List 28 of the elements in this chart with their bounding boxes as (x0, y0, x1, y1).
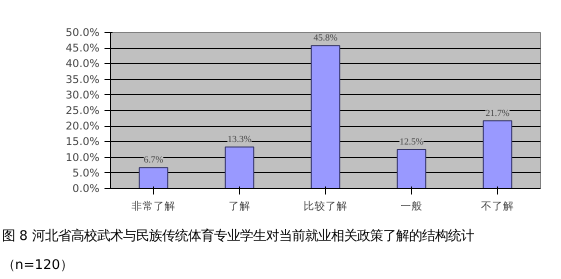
y-tick-label: 35.0% (66, 72, 100, 86)
x-tick-label: 一般 (400, 200, 422, 212)
bar (224, 146, 254, 188)
data-label: 45.8% (313, 34, 338, 44)
y-tick-label: 30.0% (66, 88, 100, 102)
y-tick-label: 15.0% (66, 135, 100, 148)
data-label: 6.7% (144, 156, 164, 166)
y-tick-label: 50.0% (66, 26, 100, 39)
bar (482, 120, 512, 188)
y-tick-label: 5.0% (72, 166, 100, 180)
y-tick-label: 25.0% (66, 104, 100, 117)
y-tick-label: 45.0% (66, 42, 100, 55)
x-tick-label: 了解 (228, 200, 250, 212)
y-tick-label: 10.0% (66, 150, 100, 164)
bar (138, 167, 168, 188)
caption: 图 8 河北省高校武术与民族传统体育专业学生对当前就业相关政策了解的结构统计 (2, 228, 474, 246)
x-tick-label: 不了解 (481, 200, 514, 212)
x-tick-label: 非常了解 (132, 200, 176, 212)
x-tick-label: 比较了解 (304, 200, 348, 212)
y-tick-label: 0.0% (72, 182, 100, 195)
text: （n=120） (2, 257, 74, 276)
data-label: 12.5% (399, 138, 424, 148)
y-tick-label: 40.0% (66, 57, 100, 70)
y-tick-label: 20.0% (66, 120, 100, 133)
data-label: 21.7% (485, 108, 510, 119)
bar (396, 149, 426, 188)
bar (310, 45, 340, 188)
data-label: 13.3% (227, 135, 252, 146)
